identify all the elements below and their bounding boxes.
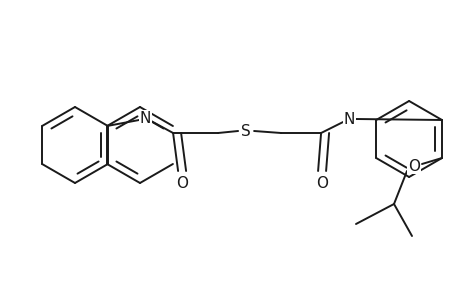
Text: O: O — [176, 176, 188, 190]
Text: O: O — [407, 158, 419, 173]
Text: S: S — [241, 124, 251, 139]
Text: N: N — [139, 110, 151, 125]
Text: N: N — [343, 112, 354, 127]
Text: O: O — [315, 176, 327, 190]
